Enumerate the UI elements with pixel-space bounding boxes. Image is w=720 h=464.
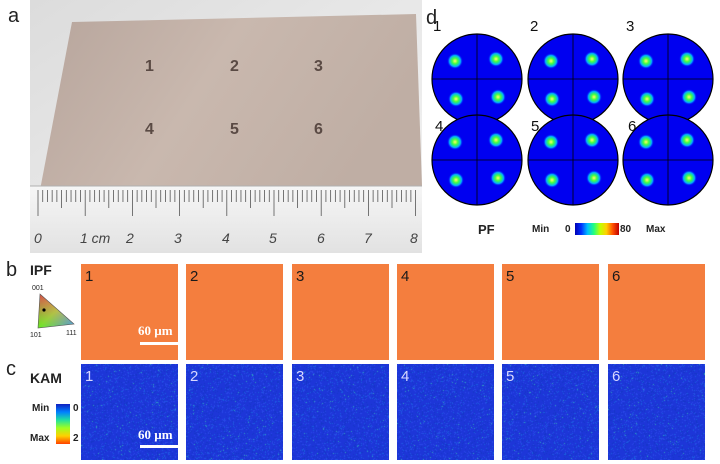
pole-figure-4	[431, 114, 523, 206]
kam-map-texture	[608, 364, 705, 460]
pf-label-6: 6	[628, 118, 637, 135]
kam-map-texture	[292, 364, 389, 460]
ipf-key-label-001: 001	[32, 285, 44, 292]
ipf-map-label-4: 4	[401, 268, 410, 285]
pf-title: PF	[478, 222, 495, 237]
kam-map-label-1: 1	[85, 368, 94, 385]
pf-label-5: 5	[531, 118, 540, 135]
panel-label-a: a	[8, 5, 20, 27]
ipf-map-1: 1	[81, 264, 178, 360]
pole-figure-1	[431, 33, 523, 125]
kam-map-label-2: 2	[190, 368, 199, 385]
kam-scale-bar	[140, 445, 179, 448]
ruler-label-6: 6	[317, 230, 325, 246]
ipf-map-6: 6	[608, 264, 705, 360]
ipf-map-label-1: 1	[85, 268, 94, 285]
sample-label-6: 6	[314, 121, 323, 138]
ruler-label-4: 4	[222, 230, 230, 246]
kam-map-texture	[502, 364, 599, 460]
pole-figure-3	[622, 33, 714, 125]
kam-map-texture	[397, 364, 494, 460]
pf-scale-min-label: Min	[532, 224, 550, 235]
panel-label-b: b	[6, 259, 18, 281]
ruler-label-8: 8	[410, 230, 418, 246]
sample-label-2: 2	[230, 58, 239, 75]
kam-map-label-5: 5	[506, 368, 515, 385]
panel-label-d: d	[426, 7, 438, 29]
ruler-label-1cm: 1 cm	[80, 230, 111, 246]
sample-photo-drawing	[30, 0, 422, 253]
ipf-map-label-2: 2	[190, 268, 199, 285]
kam-map-texture	[81, 364, 178, 460]
sample-label-4: 4	[145, 121, 154, 138]
kam-scale-bar-label: 60 µm	[138, 427, 173, 442]
kam-map-texture	[186, 364, 283, 460]
ruler-label-7: 7	[364, 230, 372, 246]
pole-figure-6	[622, 114, 714, 206]
copper-plate	[40, 14, 422, 190]
kam-map-6: 6	[608, 364, 705, 460]
ipf-key-label-101: 101	[30, 332, 42, 339]
kam-map-label-3: 3	[296, 368, 305, 385]
ruler-label-5: 5	[269, 230, 277, 246]
ipf-map-5: 5	[502, 264, 599, 360]
sample-label-1: 1	[145, 58, 154, 75]
ipf-map-4: 4	[397, 264, 494, 360]
ruler-label-2: 2	[126, 230, 134, 246]
pf-label-4: 4	[435, 118, 444, 135]
panel-label-c: c	[6, 358, 16, 380]
ruler-label-0: 0	[34, 230, 42, 246]
sample-label-3: 3	[314, 58, 323, 75]
pf-label-3: 3	[626, 18, 635, 35]
pf-color-scale	[575, 223, 619, 235]
pf-scale-max-value: 80	[620, 224, 632, 235]
ipf-map-3: 3	[292, 264, 389, 360]
pole-figure-5	[527, 114, 619, 206]
kam-map-5: 5	[502, 364, 599, 460]
kam-map-label-4: 4	[401, 368, 410, 385]
ruler-label-3: 3	[174, 230, 182, 246]
ipf-map-2: 2	[186, 264, 283, 360]
sample-label-5: 5	[230, 121, 239, 138]
kam-title: KAM	[30, 370, 62, 386]
ipf-color-key	[26, 282, 84, 344]
kam-map-label-6: 6	[612, 368, 621, 385]
kam-color-legend	[56, 404, 70, 444]
kam-map-2: 2	[186, 364, 283, 460]
ruler-ticks	[37, 190, 417, 216]
ruler	[30, 186, 422, 253]
kam-map-1: 1	[81, 364, 178, 460]
ipf-scale-bar-label: 60 µm	[138, 323, 173, 338]
pf-label-1: 1	[433, 18, 442, 35]
kam-map-4: 4	[397, 364, 494, 460]
pf-label-2: 2	[530, 18, 539, 35]
pole-figure-2	[527, 33, 619, 125]
kam-legend-max-value: 2	[73, 433, 79, 444]
pf-scale-min-value: 0	[565, 224, 571, 235]
pf-scale-max-label: Max	[646, 224, 666, 235]
kam-legend-max-label: Max	[30, 433, 50, 444]
kam-legend-min-label: Min	[32, 403, 50, 414]
ipf-map-label-6: 6	[612, 268, 621, 285]
kam-map-3: 3	[292, 364, 389, 460]
sample-photo: 1 2 3 4 5 6 0 1 cm 2 3 4 5 6 7 8	[30, 0, 422, 253]
ipf-key-label-111: 111	[66, 330, 77, 337]
ipf-title: IPF	[30, 262, 52, 278]
kam-legend-min-value: 0	[73, 403, 79, 414]
ipf-map-label-5: 5	[506, 268, 515, 285]
ipf-map-label-3: 3	[296, 268, 305, 285]
ipf-scale-bar	[140, 342, 179, 345]
